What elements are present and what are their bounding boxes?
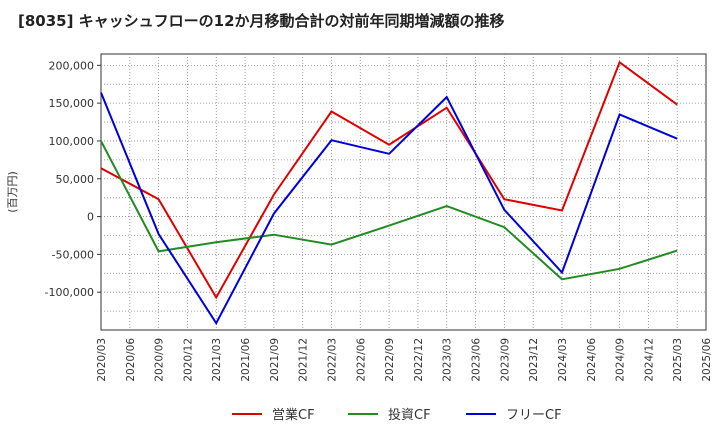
x-tick-label: 2023/12 bbox=[528, 338, 540, 382]
series-layer bbox=[100, 60, 678, 326]
legend-label: 営業CF bbox=[272, 407, 315, 423]
x-tick-label: 2021/06 bbox=[240, 338, 252, 382]
y-axis-label: (百万円) bbox=[6, 171, 19, 213]
x-tick-label: 2024/12 bbox=[643, 338, 655, 382]
x-tick-label: 2023/06 bbox=[471, 338, 483, 382]
legend-label: 投資CF bbox=[388, 407, 431, 423]
series-line-3 bbox=[100, 92, 678, 326]
grid-layer bbox=[101, 54, 706, 330]
y-tick-label: 0 bbox=[87, 211, 94, 224]
y-tick-label: -50,000 bbox=[52, 248, 94, 261]
x-tick-label: 2024/03 bbox=[557, 338, 569, 382]
x-tick-label: 2023/09 bbox=[499, 338, 511, 382]
x-tick-label: 2021/03 bbox=[211, 338, 223, 382]
x-tick-label: 2025/06 bbox=[701, 338, 713, 382]
plot-area bbox=[100, 53, 707, 331]
x-tick-label: 2025/03 bbox=[672, 338, 684, 382]
legend: 営業CF 投資CF フリーCF bbox=[232, 407, 562, 423]
y-tick-label: 100,000 bbox=[49, 135, 95, 148]
chart-title: [8035] キャッシュフローの12か月移動合計の対前年同期増減額の推移 bbox=[18, 12, 505, 30]
x-tick-label: 2021/09 bbox=[269, 338, 281, 382]
x-tick-label: 2020/03 bbox=[96, 338, 108, 382]
x-tick-label: 2020/12 bbox=[182, 338, 194, 382]
x-tick-label: 2022/03 bbox=[326, 338, 338, 382]
legend-label: フリーCF bbox=[506, 408, 562, 423]
y-tick-label: -100,000 bbox=[45, 286, 94, 299]
x-tick-label: 2022/09 bbox=[384, 338, 396, 382]
x-tick-label: 2023/03 bbox=[442, 338, 454, 382]
x-tick-label: 2024/06 bbox=[586, 338, 598, 382]
y-tick-label: 50,000 bbox=[56, 173, 95, 186]
series-line-1 bbox=[100, 60, 678, 300]
y-tick-label: 200,000 bbox=[49, 59, 95, 72]
x-tick-label: 2022/12 bbox=[413, 338, 425, 382]
x-tick-label: 2020/09 bbox=[154, 338, 166, 382]
x-tick-label: 2024/09 bbox=[615, 338, 627, 382]
series-line-2 bbox=[100, 140, 678, 281]
axis-layer: 2020/03 2020/06 2020/09 2020/12 2021/03 2021/… bbox=[45, 59, 713, 381]
x-tick-label: 2022/06 bbox=[355, 338, 367, 382]
y-tick-label: 150,000 bbox=[49, 97, 95, 110]
x-tick-label: 2020/06 bbox=[125, 338, 137, 382]
x-tick-label: 2021/12 bbox=[298, 338, 310, 382]
